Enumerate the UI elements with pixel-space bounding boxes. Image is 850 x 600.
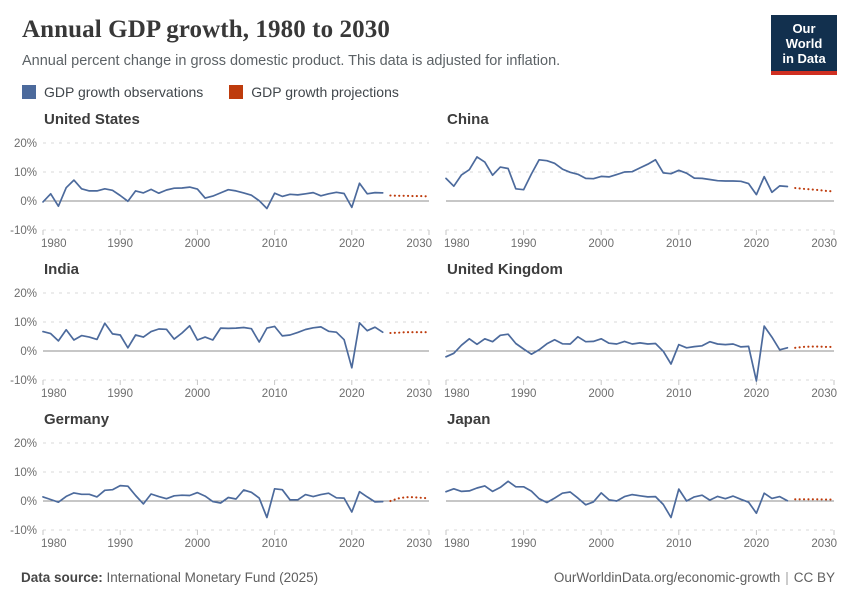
chart-country-title: United Kingdom bbox=[447, 261, 563, 278]
owid-logo[interactable]: Our World in Data bbox=[771, 15, 837, 75]
chart-plot-japan[interactable]: 1980 1990 2000 2010 2020 2030 bbox=[436, 433, 850, 557]
svg-text:-10%: -10% bbox=[10, 375, 37, 387]
svg-text:1990: 1990 bbox=[511, 388, 537, 400]
svg-text:20%: 20% bbox=[14, 438, 37, 450]
legend-item-projections: GDP growth projections bbox=[229, 84, 399, 100]
svg-text:-10%: -10% bbox=[10, 525, 37, 537]
chart-panel-china: China 1980 1990 2000 2010 2020 2030 bbox=[436, 111, 850, 261]
svg-text:1980: 1980 bbox=[41, 388, 67, 400]
chart-panel-japan: Japan 1980 1990 2000 2010 2020 2030 bbox=[436, 411, 850, 561]
license-link[interactable]: CC BY bbox=[793, 570, 835, 585]
svg-text:0%: 0% bbox=[20, 196, 37, 208]
svg-text:2010: 2010 bbox=[666, 388, 692, 400]
observations-swatch-icon bbox=[22, 85, 36, 99]
chart-country-title: United States bbox=[44, 111, 140, 128]
svg-text:10%: 10% bbox=[14, 317, 37, 329]
svg-text:1980: 1980 bbox=[444, 538, 470, 550]
chart-legend: GDP growth observations GDP growth proje… bbox=[0, 84, 850, 100]
svg-text:1980: 1980 bbox=[444, 388, 470, 400]
chart-country-title: Japan bbox=[447, 411, 491, 428]
owid-logo-red-strip bbox=[771, 71, 837, 75]
chart-plot-united-states[interactable]: 20% 10% 0% -10% 1980 1990 2000 2010 2020 2030 bbox=[0, 133, 436, 257]
chart-country-title: Germany bbox=[44, 411, 110, 428]
chart-plot-united-kingdom[interactable]: 1980 1990 2000 2010 2020 2030 bbox=[436, 283, 850, 407]
owid-chart-page: Annual GDP growth, 1980 to 2030 Annual p… bbox=[0, 15, 850, 585]
svg-text:2030: 2030 bbox=[811, 538, 837, 550]
svg-text:2000: 2000 bbox=[185, 238, 211, 250]
svg-text:2000: 2000 bbox=[185, 538, 211, 550]
owid-logo-line1: Our World bbox=[785, 21, 823, 51]
svg-text:20%: 20% bbox=[14, 138, 37, 150]
data-source-value: International Monetary Fund (2025) bbox=[106, 570, 319, 585]
svg-text:2030: 2030 bbox=[406, 238, 432, 250]
legend-projections-label: GDP growth projections bbox=[251, 84, 399, 100]
svg-text:2010: 2010 bbox=[262, 388, 288, 400]
chart-panel-germany: Germany 20% 10% 0% -10% 1980 1990 2000 2010 2020 2… bbox=[0, 411, 436, 561]
chart-country-title: China bbox=[447, 111, 489, 128]
chart-panel-united-kingdom: United Kingdom 1980 1990 2000 2010 2020 2030 bbox=[436, 261, 850, 411]
chart-panel-india: India 20% 10% 0% -10% 1980 1990 2000 2010 2020 203… bbox=[0, 261, 436, 411]
chart-subtitle: Annual percent change in gross domestic … bbox=[22, 53, 561, 69]
chart-country-title: India bbox=[44, 261, 80, 278]
svg-text:2010: 2010 bbox=[262, 538, 288, 550]
svg-text:1980: 1980 bbox=[444, 238, 470, 250]
svg-text:2000: 2000 bbox=[588, 538, 614, 550]
footer-divider: | bbox=[785, 570, 789, 585]
svg-text:2020: 2020 bbox=[744, 538, 770, 550]
svg-text:2020: 2020 bbox=[339, 538, 365, 550]
svg-text:-10%: -10% bbox=[10, 225, 37, 237]
data-source: Data source: International Monetary Fund… bbox=[21, 570, 318, 585]
chart-header: Annual GDP growth, 1980 to 2030 Annual p… bbox=[0, 16, 850, 69]
svg-text:2020: 2020 bbox=[339, 238, 365, 250]
svg-text:2000: 2000 bbox=[185, 388, 211, 400]
svg-text:0%: 0% bbox=[20, 346, 37, 358]
svg-text:1990: 1990 bbox=[107, 388, 133, 400]
svg-text:2020: 2020 bbox=[339, 388, 365, 400]
svg-text:1990: 1990 bbox=[511, 238, 537, 250]
svg-text:1980: 1980 bbox=[41, 538, 67, 550]
projections-swatch-icon bbox=[229, 85, 244, 99]
svg-text:1980: 1980 bbox=[41, 238, 67, 250]
page-title: Annual GDP growth, 1980 to 2030 bbox=[22, 16, 390, 43]
svg-text:2010: 2010 bbox=[666, 538, 692, 550]
chart-plot-india[interactable]: 20% 10% 0% -10% 1980 1990 2000 2010 2020 2030 bbox=[0, 283, 436, 407]
svg-text:10%: 10% bbox=[14, 467, 37, 479]
footer-links: OurWorldinData.org/economic-growth | CC BY bbox=[554, 570, 835, 585]
owid-logo-line2: in Data bbox=[782, 51, 826, 66]
svg-text:2030: 2030 bbox=[811, 388, 837, 400]
svg-text:2010: 2010 bbox=[262, 238, 288, 250]
svg-text:2000: 2000 bbox=[588, 388, 614, 400]
svg-text:1990: 1990 bbox=[511, 538, 537, 550]
svg-text:2000: 2000 bbox=[588, 238, 614, 250]
svg-text:2020: 2020 bbox=[744, 238, 770, 250]
svg-text:2030: 2030 bbox=[406, 388, 432, 400]
chart-plot-germany[interactable]: 20% 10% 0% -10% 1980 1990 2000 2010 2020 2030 bbox=[0, 433, 436, 557]
svg-text:1990: 1990 bbox=[107, 238, 133, 250]
svg-text:2010: 2010 bbox=[666, 238, 692, 250]
legend-item-observations: GDP growth observations bbox=[22, 84, 203, 100]
svg-text:2030: 2030 bbox=[811, 238, 837, 250]
owid-logo-text: Our World in Data bbox=[771, 15, 837, 71]
data-source-label: Data source: bbox=[21, 570, 103, 585]
svg-text:1990: 1990 bbox=[107, 538, 133, 550]
svg-text:20%: 20% bbox=[14, 288, 37, 300]
owid-url-link[interactable]: OurWorldinData.org/economic-growth bbox=[553, 570, 781, 585]
svg-text:2020: 2020 bbox=[744, 388, 770, 400]
chart-panel-united-states: United States 20% 10% 0% -10% 1980 1990 2000 201… bbox=[0, 111, 436, 261]
chart-footer: Data source: International Monetary Fund… bbox=[0, 570, 850, 585]
svg-text:2030: 2030 bbox=[406, 538, 432, 550]
legend-observations-label: GDP growth observations bbox=[44, 84, 204, 100]
svg-text:10%: 10% bbox=[14, 167, 37, 179]
small-multiples-grid: United States 20% 10% 0% -10% 1980 1990 2000 201… bbox=[0, 111, 850, 561]
chart-plot-china[interactable]: 1980 1990 2000 2010 2020 2030 bbox=[436, 133, 850, 257]
svg-text:0%: 0% bbox=[20, 496, 37, 508]
